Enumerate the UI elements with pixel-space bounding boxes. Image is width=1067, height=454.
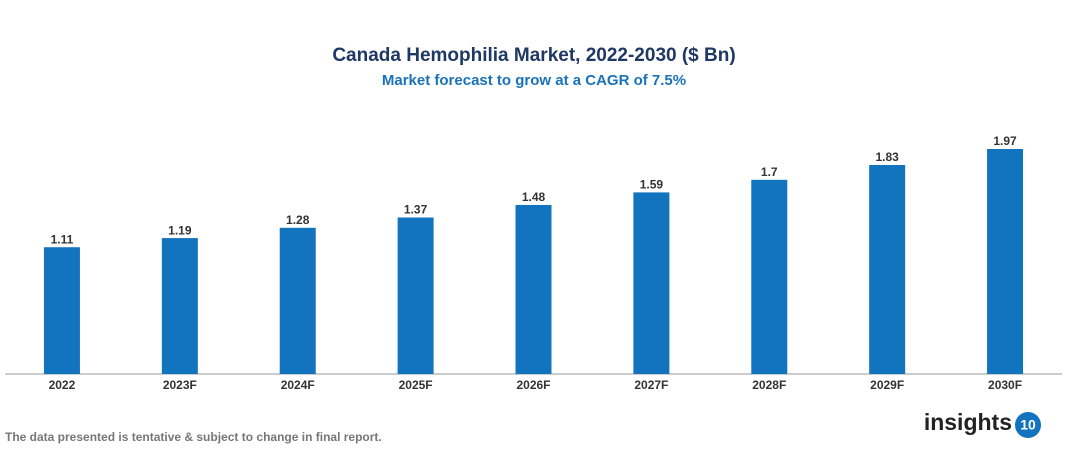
value-label: 1.59 — [640, 178, 664, 192]
value-label: 1.11 — [51, 232, 74, 246]
value-label: 1.19 — [168, 223, 192, 237]
bar — [397, 217, 434, 374]
value-label: 1.83 — [875, 150, 899, 164]
value-label: 1.37 — [404, 203, 428, 217]
x-tick-label: 2030F — [988, 378, 1022, 392]
footer-note: The data presented is tentative & subjec… — [5, 430, 382, 444]
chart-title: Canada Hemophilia Market, 2022-2030 ($ B… — [332, 45, 735, 66]
logo-badge — [1015, 412, 1041, 438]
x-tick-label: 2026F — [516, 378, 550, 392]
bar — [751, 179, 788, 374]
x-tick-label: 2022 — [49, 378, 76, 392]
x-tick-label: 2028F — [752, 378, 786, 392]
value-label: 1.28 — [286, 213, 310, 227]
chart-subtitle: Market forecast to grow at a CAGR of 7.5… — [382, 72, 686, 89]
value-label: 1.97 — [993, 134, 1017, 148]
x-tick-label: 2024F — [281, 378, 315, 392]
x-tick-label: 2023F — [163, 378, 197, 392]
value-label: 1.48 — [522, 190, 546, 204]
logo-text: insights — [924, 409, 1012, 435]
bar — [43, 247, 80, 374]
bar — [633, 192, 670, 374]
bar — [279, 227, 316, 374]
bar — [161, 238, 198, 374]
logo-number: 10 — [1020, 417, 1036, 433]
bar — [869, 164, 906, 374]
x-tick-label: 2025F — [399, 378, 433, 392]
bar — [515, 204, 552, 374]
x-tick-label: 2027F — [634, 378, 668, 392]
bar — [987, 149, 1024, 374]
x-tick-label: 2029F — [870, 378, 904, 392]
value-label: 1.7 — [761, 165, 778, 179]
